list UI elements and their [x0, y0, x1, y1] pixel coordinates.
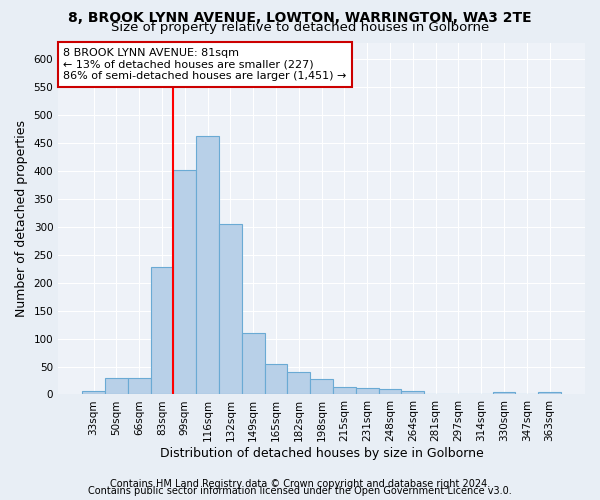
Text: Size of property relative to detached houses in Golborne: Size of property relative to detached ho…: [111, 22, 489, 35]
Bar: [82, 390, 105, 394]
Bar: [196, 136, 219, 394]
Bar: [356, 388, 379, 394]
Text: Contains public sector information licensed under the Open Government Licence v3: Contains public sector information licen…: [88, 486, 512, 496]
Bar: [287, 372, 310, 394]
Bar: [493, 392, 515, 394]
Text: Contains HM Land Registry data © Crown copyright and database right 2024.: Contains HM Land Registry data © Crown c…: [110, 479, 490, 489]
Bar: [151, 267, 173, 394]
Bar: [333, 386, 356, 394]
X-axis label: Distribution of detached houses by size in Golborne: Distribution of detached houses by size …: [160, 447, 484, 460]
Bar: [538, 392, 561, 394]
Bar: [105, 378, 128, 394]
Bar: [265, 364, 287, 394]
Bar: [401, 390, 424, 394]
Text: 8 BROOK LYNN AVENUE: 81sqm
← 13% of detached houses are smaller (227)
86% of sem: 8 BROOK LYNN AVENUE: 81sqm ← 13% of deta…: [64, 48, 347, 81]
Text: 8, BROOK LYNN AVENUE, LOWTON, WARRINGTON, WA3 2TE: 8, BROOK LYNN AVENUE, LOWTON, WARRINGTON…: [68, 12, 532, 26]
Bar: [173, 170, 196, 394]
Bar: [128, 378, 151, 394]
Bar: [379, 389, 401, 394]
Y-axis label: Number of detached properties: Number of detached properties: [15, 120, 28, 317]
Bar: [242, 333, 265, 394]
Bar: [219, 224, 242, 394]
Bar: [310, 380, 333, 394]
